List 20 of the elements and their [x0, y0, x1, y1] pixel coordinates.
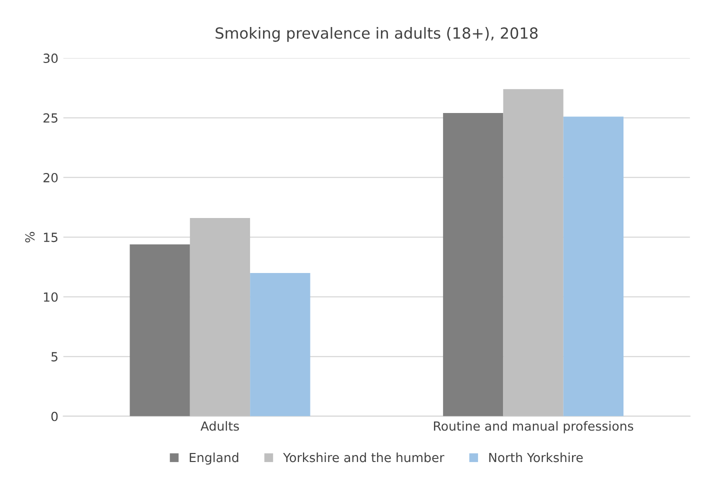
y-axis-title: % — [25, 232, 35, 242]
bar — [443, 113, 504, 416]
legend-label: Yorkshire and the humber — [283, 452, 444, 462]
y-tick-label: 20 — [44, 172, 58, 182]
y-tick-label: 25 — [44, 113, 58, 123]
bar — [130, 244, 190, 416]
bar — [563, 116, 624, 416]
legend-label: North Yorkshire — [489, 452, 583, 462]
bar — [250, 272, 310, 416]
y-tick-label: 5 — [52, 352, 58, 362]
x-tick-label: Adults — [200, 421, 239, 431]
y-tick-label: 0 — [51, 412, 58, 422]
bar — [503, 89, 564, 416]
chart-title: Smoking prevalence in adults (18+), 2018 — [216, 27, 538, 42]
legend-label: England — [190, 452, 238, 465]
x-tick-label: Routine and manual professions — [434, 421, 634, 434]
y-tick-label: 30 — [44, 54, 58, 64]
y-tick-label: 10 — [44, 292, 58, 302]
bar — [190, 218, 250, 416]
y-tick-label: 15 — [44, 232, 58, 242]
